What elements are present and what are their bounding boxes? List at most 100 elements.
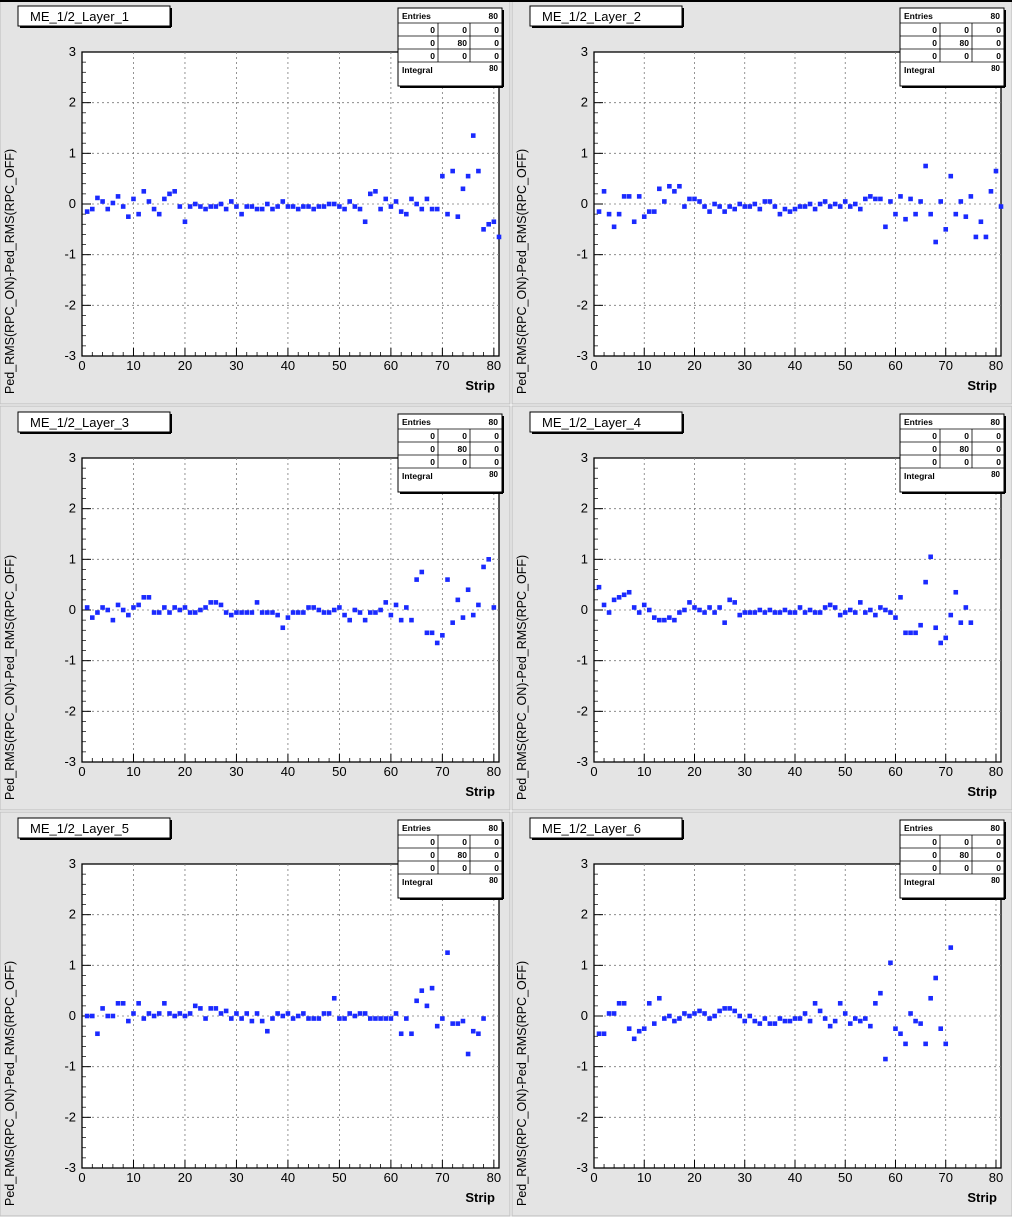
- data-point: [301, 610, 306, 615]
- data-point: [352, 607, 358, 613]
- data-point: [131, 1011, 136, 1016]
- data-point: [611, 597, 617, 603]
- stats-cell: 0: [430, 431, 435, 441]
- data-point: [606, 211, 612, 217]
- data-point: [692, 1011, 697, 1016]
- plot-frame: [593, 457, 1002, 763]
- data-point: [198, 607, 203, 613]
- data-point: [95, 610, 100, 615]
- stats-box: Entries 80 0 0 0 0 80 0 0 0 0 Integral 80: [899, 7, 1006, 88]
- data-point: [657, 995, 662, 1001]
- data-point: [295, 1013, 301, 1019]
- data-point: [772, 610, 778, 615]
- data-point: [913, 1018, 918, 1024]
- data-point: [918, 622, 923, 628]
- data-point: [827, 1023, 833, 1029]
- data-point: [223, 206, 229, 212]
- data-point: [782, 206, 788, 212]
- stats-box: Entries 80 0 0 0 0 80 0 0 0 0 Integral 80: [397, 819, 504, 900]
- title-box: ME_1/2_Layer_5: [17, 817, 172, 840]
- stats-integral-value: 80: [991, 64, 1000, 73]
- y-tick-label: 2: [69, 501, 76, 516]
- data-point: [337, 204, 342, 209]
- data-point: [863, 196, 868, 202]
- data-point: [742, 610, 748, 615]
- data-point: [280, 1013, 286, 1019]
- data-point: [481, 564, 486, 570]
- data-point: [596, 584, 602, 590]
- data-point: [105, 607, 111, 613]
- data-point: [878, 196, 883, 202]
- data-point: [717, 204, 722, 209]
- pad-6[interactable]: 0 10 20 30 40 50 60 70 80 -3 -2 -1 0 1 2 3 Strip Ped_RMS(…: [511, 811, 1012, 1217]
- data-point: [631, 219, 637, 225]
- data-point: [476, 1031, 481, 1037]
- data-point: [852, 1016, 858, 1021]
- data-point: [727, 597, 732, 603]
- data-point: [777, 1016, 783, 1021]
- pad-4[interactable]: 0 10 20 30 40 50 60 70 80 -3 -2 -1 0 1 2 3 Strip Ped_RMS(…: [511, 405, 1012, 811]
- data-point: [316, 607, 322, 613]
- data-point: [641, 214, 647, 219]
- data-point: [146, 1011, 152, 1016]
- data-point: [162, 605, 167, 610]
- data-point: [167, 191, 172, 197]
- y-axis-label: Ped_RMS(RPC_ON)-Ped_RMS(RPC_OFF): [3, 149, 17, 394]
- y-tick-label: -1: [64, 1059, 76, 1074]
- data-point: [414, 577, 419, 582]
- stats-cell: 0: [932, 38, 937, 48]
- data-point: [156, 1011, 162, 1016]
- data-point: [782, 1018, 788, 1024]
- stats-cell: 0: [996, 850, 1001, 860]
- data-point: [429, 206, 435, 212]
- data-point: [213, 204, 219, 209]
- data-point: [455, 597, 461, 603]
- data-point: [177, 1011, 183, 1016]
- data-point: [943, 635, 949, 641]
- data-point: [616, 595, 622, 600]
- y-axis-label: Ped_RMS(RPC_ON)-Ped_RMS(RPC_OFF): [3, 555, 17, 800]
- stats-box-frame: [397, 7, 503, 87]
- stats-cell: 0: [964, 457, 969, 467]
- y-tick-label: 3: [581, 450, 588, 465]
- data-point: [923, 163, 928, 169]
- data-point: [883, 1056, 888, 1062]
- data-point: [285, 1011, 291, 1016]
- data-point: [141, 1016, 147, 1021]
- data-point: [393, 602, 399, 608]
- stats-cell: 0: [996, 863, 1001, 873]
- data-point: [326, 1011, 332, 1016]
- data-point: [295, 206, 301, 212]
- pad-2[interactable]: 0 10 20 30 40 50 60 70 80 -3 -2 -1 0 1 2 3 Strip Ped_RMS(…: [511, 0, 1012, 405]
- data-point: [606, 1011, 612, 1016]
- pad-3[interactable]: 0 10 20 30 40 50 60 70 80 -3 -2 -1 0 1 2 3 Strip Ped_RMS(…: [0, 405, 511, 811]
- data-point: [342, 612, 347, 618]
- stats-cell: 0: [494, 850, 499, 860]
- data-point: [742, 1018, 748, 1024]
- x-tick-label: 70: [435, 1170, 449, 1185]
- data-point: [963, 605, 969, 610]
- data-point: [146, 595, 152, 600]
- data-point: [347, 1011, 353, 1016]
- data-point: [404, 211, 409, 217]
- pad-1[interactable]: 0 10 20 30 40 50 60 70 80 -3 -2 -1 0 1 2 3 Strip Ped_RMS(…: [0, 0, 511, 405]
- data-point: [767, 607, 773, 613]
- x-tick-label: 40: [281, 1170, 295, 1185]
- data-point: [938, 640, 944, 646]
- data-point: [254, 1011, 260, 1016]
- data-point: [440, 633, 445, 638]
- data-point: [465, 1051, 471, 1057]
- data-point: [254, 600, 260, 605]
- data-point: [115, 1001, 121, 1006]
- data-point: [641, 1026, 647, 1031]
- plot-title: ME_1/2_Layer_2: [542, 9, 641, 24]
- pad-5[interactable]: 0 10 20 30 40 50 60 70 80 -3 -2 -1 0 1 2 3 Strip Ped_RMS(…: [0, 811, 511, 1217]
- data-point: [481, 227, 486, 232]
- data-point: [440, 1016, 445, 1021]
- data-point: [100, 1006, 105, 1011]
- data-point: [290, 204, 296, 209]
- data-point: [762, 199, 768, 204]
- data-point: [244, 610, 250, 615]
- data-point: [898, 595, 903, 600]
- data-point: [321, 610, 327, 615]
